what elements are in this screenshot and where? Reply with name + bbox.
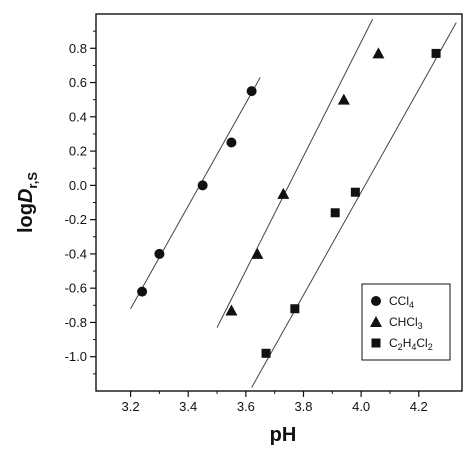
data-point-triangle <box>251 247 264 259</box>
data-point-circle <box>246 86 257 97</box>
data-point-circle <box>226 137 237 148</box>
y-tick-label: -0.6 <box>65 281 87 296</box>
legend-marker-circle <box>371 296 381 306</box>
fit-line <box>216 18 374 328</box>
data-point-circle <box>197 180 208 191</box>
axis-layer: 3.2 3.4 3.6 3.8 4.0 4.2 -1.0 -0.8 -0.6 -0.4 -0.2 0.… <box>15 13 463 446</box>
x-tick-label: 4.2 <box>410 399 428 414</box>
data-point-square <box>290 304 300 314</box>
x-tick-label: 3.2 <box>122 399 140 414</box>
y-tick-label: 0.6 <box>69 75 87 90</box>
y-axis-title: logDr,S <box>15 172 40 233</box>
data-point-triangle <box>277 187 290 199</box>
legend: CCl4 CHCl3 C2H4Cl2 <box>361 283 451 361</box>
data-point-triangle <box>372 47 385 59</box>
data-point-square <box>330 208 340 218</box>
fit-line <box>130 77 261 309</box>
legend-label: CHCl3 <box>389 315 423 331</box>
series-circle <box>130 77 261 309</box>
x-tick-label: 3.4 <box>179 399 197 414</box>
legend-label: CCl4 <box>389 294 414 310</box>
x-axis-title: pH <box>270 424 297 446</box>
y-tick-label: -0.8 <box>65 315 87 330</box>
y-tick-label: 0.8 <box>69 41 87 56</box>
x-tick-label: 3.6 <box>237 399 255 414</box>
y-tick-label: 0.4 <box>69 109 87 124</box>
data-point-square <box>350 187 360 197</box>
y-tick-label: 0.2 <box>69 144 87 159</box>
data-point-circle <box>154 248 165 259</box>
x-tick-label: 4.0 <box>352 399 370 414</box>
legend-marker-square <box>371 338 381 348</box>
x-tick-label: 3.8 <box>294 399 312 414</box>
y-tick-label: 0.0 <box>69 178 87 193</box>
data-point-triangle <box>337 93 350 105</box>
legend-label: C2H4Cl2 <box>389 336 433 352</box>
y-tick-label: -0.2 <box>65 212 87 227</box>
data-point-triangle <box>225 304 238 316</box>
series-square <box>251 22 457 388</box>
data-point-square <box>261 348 271 358</box>
series-triangle <box>216 18 385 328</box>
data-point-circle <box>137 286 148 297</box>
y-tick-label: -1.0 <box>65 349 87 364</box>
plot-layer <box>130 18 457 388</box>
y-tick-label: -0.4 <box>65 246 87 261</box>
data-point-square <box>431 48 441 58</box>
legend-marker-triangle <box>370 316 382 327</box>
fit-line <box>251 22 457 388</box>
